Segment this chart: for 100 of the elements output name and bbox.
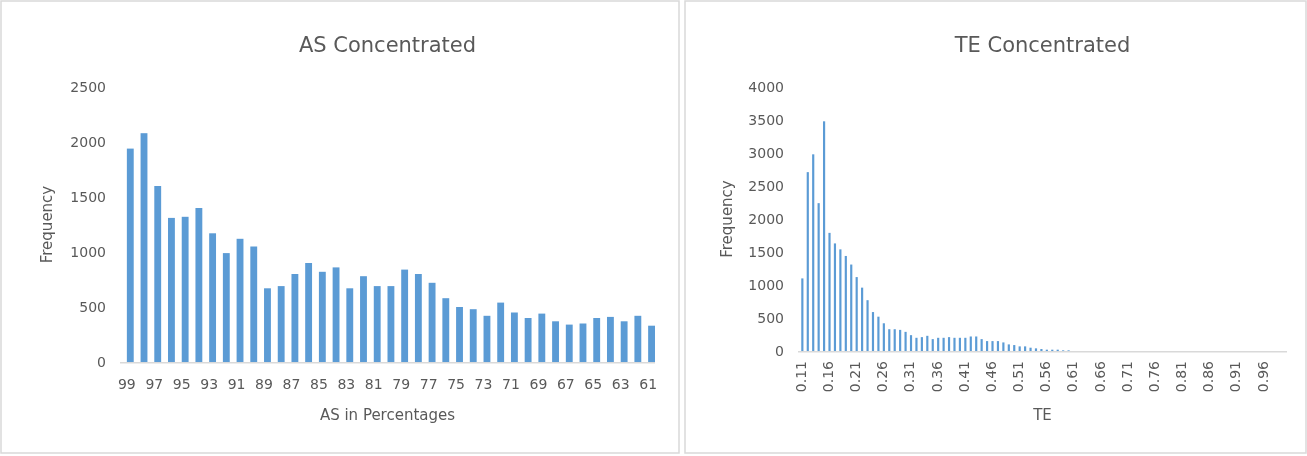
x-axis-title: TE [1032,406,1052,424]
bar [222,253,230,362]
bar [648,325,655,362]
x-tick-label: 0.51 [1010,361,1027,393]
bar [346,288,354,362]
x-tick-label: 73 [474,376,493,392]
bar [195,208,203,362]
bar [442,298,450,362]
bar [904,331,907,351]
y-tick-label: 4000 [748,79,784,95]
bar [593,318,601,362]
x-tick-label: 0.71 [1118,361,1135,393]
x-tick-label: 83 [337,376,356,392]
y-tick-label: 2500 [748,178,784,194]
bar [1024,346,1027,351]
x-tick-label: 0.41 [955,361,972,393]
x-axis-title: AS in Percentages [319,406,456,424]
bar [1002,342,1005,351]
bar [360,276,367,362]
y-tick-label: 0 [775,343,784,359]
x-tick-label: 85 [310,376,328,392]
bar [1034,348,1038,351]
bar [565,324,573,362]
x-tick-label: 95 [172,376,191,392]
bar [975,336,978,351]
bar [1007,344,1010,351]
bar [844,255,847,351]
x-tick-label: 65 [584,376,603,392]
bar [861,287,864,351]
bar [181,216,189,362]
x-tick-label: 0.16 [819,360,836,393]
x-tick-label: 0.26 [874,360,891,393]
bar [822,121,826,351]
x-tick-label: 87 [282,376,301,392]
bar [277,286,285,362]
bar [839,249,842,351]
bar [606,316,614,362]
chart-title: AS Concentrated [298,33,477,57]
x-tick-label: 0.61 [1064,361,1081,393]
bar [801,278,804,351]
y-tick-label: 500 [757,310,784,326]
bar [899,329,902,351]
bar [926,335,929,351]
bar [991,341,994,351]
bar [414,274,422,362]
x-tick-label: 0.56 [1037,360,1054,393]
x-tick-label: 0.86 [1200,360,1217,393]
bar [855,277,858,351]
bar [456,307,463,362]
y-tick-label: 1500 [748,244,784,260]
y-tick-label: 2000 [748,211,784,227]
bar [1029,347,1032,351]
x-tick-label: 99 [117,376,136,392]
bar [373,286,381,362]
bar [980,339,983,351]
x-tick-label: 77 [419,376,438,392]
x-tick-label: 0.91 [1227,361,1244,393]
y-tick-label: 2500 [70,79,106,95]
x-tick-label: 75 [447,376,465,392]
x-tick-label: 0.66 [1091,360,1108,393]
y-tick-label: 2000 [70,134,106,150]
bar [291,274,299,362]
x-tick-label: 63 [611,376,630,392]
x-tick-label: 67 [556,376,575,392]
x-tick-label: 0.46 [982,360,999,393]
bar [250,246,258,362]
y-tick-label: 500 [79,299,106,315]
bar [497,302,505,362]
x-tick-label: 89 [255,376,273,392]
bar [209,233,217,362]
bar [947,337,951,351]
bar [882,323,885,351]
x-tick-label: 91 [227,376,246,392]
x-tick-label: 97 [145,376,164,392]
bar [812,154,815,351]
x-tick-label: 69 [529,376,548,392]
x-tick-label: 93 [200,376,219,392]
x-tick-label: 0.31 [901,361,918,393]
y-tick-label: 1000 [70,244,106,260]
x-tick-label: 81 [364,376,383,392]
bar [401,269,409,362]
bar [828,232,831,351]
y-tick-label: 1000 [748,277,784,293]
x-tick-label: 0.36 [928,360,945,393]
x-tick-label: 71 [502,376,520,392]
bar [524,318,532,362]
bar [871,312,875,351]
bar [510,312,518,362]
x-tick-label: 79 [392,376,411,392]
bar [985,341,989,351]
bar [428,282,436,362]
bar [806,172,809,351]
bar [920,337,923,351]
bar [620,321,628,362]
bar [538,313,546,362]
bar [964,337,967,351]
y-tick-label: 3500 [748,112,784,128]
bar [888,329,891,351]
bar [126,148,134,362]
bar [915,337,918,351]
